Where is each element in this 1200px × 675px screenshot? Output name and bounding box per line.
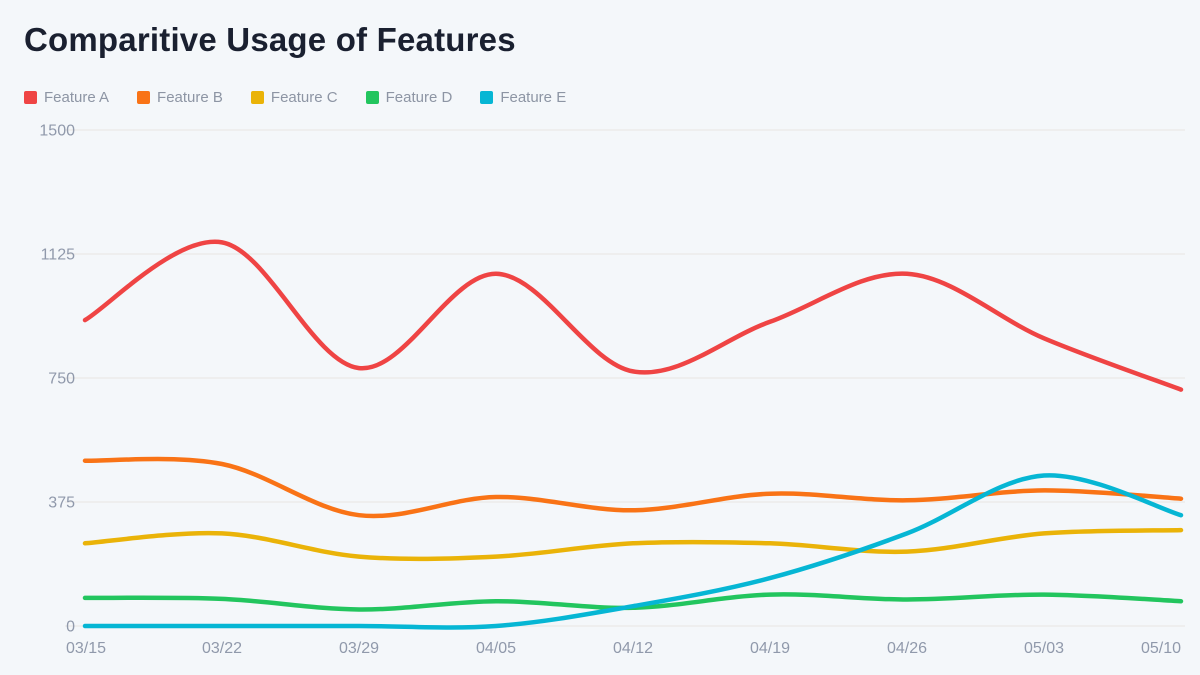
series-line-feature-c xyxy=(82,527,1184,562)
series-line-feature-a xyxy=(82,239,1184,392)
x-tick-label-04-12: 04/12 xyxy=(613,640,653,657)
legend-label: Feature A xyxy=(44,89,110,106)
x-tick-label-04-05: 04/05 xyxy=(476,640,516,657)
y-tick-label-0: 0 xyxy=(66,619,75,636)
chart-legend: Feature A Feature B Feature C Feature D Feat… xyxy=(24,89,566,106)
x-tick-label-04-26: 04/26 xyxy=(887,640,927,657)
legend-label: Feature E xyxy=(500,89,567,106)
legend-swatch-icon xyxy=(24,91,37,104)
legend-swatch-icon xyxy=(250,91,264,104)
x-tick-label-03-15: 03/15 xyxy=(66,640,106,657)
legend-swatch-icon xyxy=(137,91,151,104)
legend-label: Feature C xyxy=(270,89,338,106)
x-tick-label-05-10: 05/10 xyxy=(1141,640,1181,657)
series-line-feature-e xyxy=(82,473,1184,630)
y-tick-label-1500: 1500 xyxy=(39,123,75,140)
legend-item-feature-c[interactable]: Feature C xyxy=(250,89,338,106)
y-tick-label-375: 375 xyxy=(48,495,75,512)
legend-label: Feature D xyxy=(385,89,453,106)
x-tick-label-03-22: 03/22 xyxy=(202,640,242,657)
legend-item-feature-e[interactable]: Feature E xyxy=(480,89,566,106)
series-line-feature-b xyxy=(82,456,1184,519)
y-tick-label-750: 750 xyxy=(48,371,75,388)
x-tick-label-03-29: 03/29 xyxy=(339,640,379,657)
legend-swatch-icon xyxy=(480,91,494,104)
y-tick-label-1125: 1125 xyxy=(41,247,76,264)
legend-item-feature-a[interactable]: Feature A xyxy=(24,89,109,106)
x-tick-label-05-03: 05/03 xyxy=(1024,640,1064,657)
legend-swatch-icon xyxy=(365,91,379,104)
legend-item-feature-d[interactable]: Feature D xyxy=(365,89,453,106)
legend-label: Feature B xyxy=(157,89,223,106)
chart-title: Comparitive Usage of Features xyxy=(24,21,516,58)
legend-item-feature-b[interactable]: Feature B xyxy=(137,89,223,106)
x-tick-label-04-19: 04/19 xyxy=(750,640,790,657)
